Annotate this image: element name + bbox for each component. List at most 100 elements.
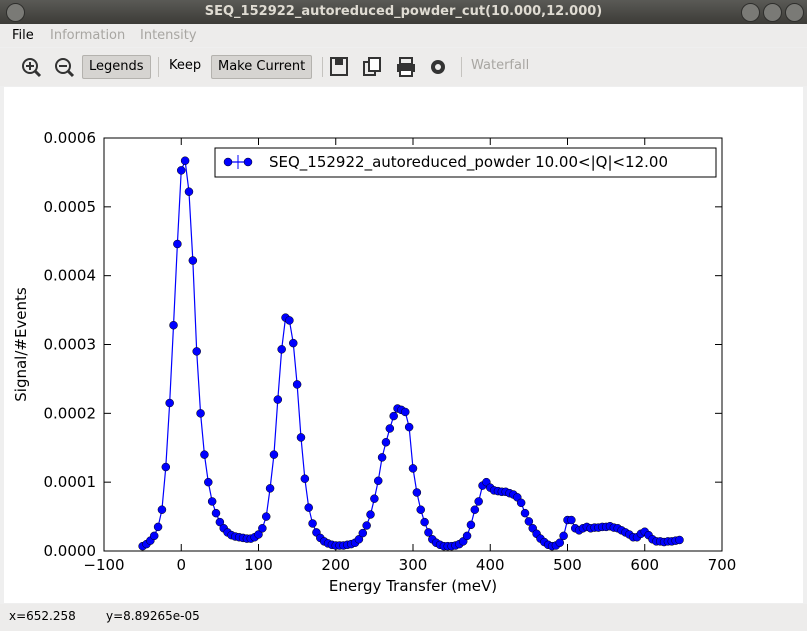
series-line — [142, 160, 680, 547]
y-tick-label: 0.0002 — [44, 404, 97, 422]
data-point — [192, 347, 201, 356]
data-point — [285, 316, 294, 325]
x-tick-label: 100 — [244, 556, 273, 574]
data-point — [258, 524, 267, 533]
close-button-right[interactable] — [785, 3, 804, 22]
data-point — [261, 512, 271, 521]
menu-item[interactable]: File — [12, 28, 34, 43]
data-point — [300, 474, 310, 483]
title-bar: SEQ_152922_autoreduced_powder_cut(10.000… — [0, 0, 807, 24]
x-tick-label: 0 — [176, 556, 186, 574]
x-tick-label: 700 — [708, 556, 737, 574]
data-point — [292, 380, 302, 389]
status-bar: x=652.258 y=8.89265e-05 — [0, 604, 807, 631]
data-point — [470, 505, 480, 514]
data-point — [377, 453, 387, 462]
close-button[interactable] — [6, 3, 25, 22]
data-point — [370, 494, 379, 503]
data-point — [161, 462, 171, 472]
data-point — [555, 538, 565, 547]
status-y: y=8.89265e-05 — [106, 609, 200, 623]
data-point — [567, 515, 576, 525]
status-x: x=652.258 — [9, 609, 76, 623]
toolbar: Legends Keep Make Current Waterfall — [0, 48, 807, 86]
data-point — [269, 450, 279, 459]
data-point — [157, 505, 167, 514]
data-point — [559, 531, 568, 541]
legend-marker — [223, 157, 233, 167]
x-tick-label: 500 — [553, 556, 582, 574]
data-point — [408, 464, 418, 473]
data-point — [188, 256, 198, 265]
y-tick-label: 0.0005 — [44, 198, 97, 216]
keep-button[interactable]: Keep — [169, 58, 202, 73]
data-point — [381, 437, 391, 447]
data-point — [373, 476, 383, 486]
data-point — [204, 477, 213, 487]
legends-button[interactable]: Legends — [82, 55, 151, 79]
data-point — [165, 398, 174, 408]
data-point — [362, 521, 371, 530]
data-point — [401, 407, 410, 417]
data-point — [196, 409, 205, 418]
data-point — [389, 411, 398, 421]
waterfall-button: Waterfall — [471, 58, 530, 73]
window-title: SEQ_152922_autoreduced_powder_cut(10.000… — [204, 4, 603, 19]
data-point — [296, 433, 306, 442]
data-point — [177, 166, 186, 175]
data-point — [304, 503, 313, 512]
data-point — [265, 484, 275, 493]
y-tick-label: 0.0003 — [44, 336, 97, 354]
data-point — [254, 530, 263, 539]
data-point — [366, 510, 375, 519]
data-point — [149, 531, 159, 541]
maximize-button[interactable] — [763, 3, 782, 22]
data-point — [200, 450, 209, 459]
data-point — [412, 488, 422, 497]
data-point — [520, 508, 530, 518]
y-tick-label: 0.0000 — [44, 542, 97, 560]
x-axis-label: Energy Transfer (meV) — [329, 577, 497, 595]
data-point — [424, 528, 433, 537]
data-point — [215, 517, 225, 527]
data-point — [675, 535, 684, 545]
data-point — [466, 520, 476, 530]
minimize-button[interactable] — [741, 3, 760, 22]
data-point — [180, 156, 190, 165]
x-tick-label: 600 — [630, 556, 659, 574]
data-point — [474, 497, 483, 506]
data-point — [385, 424, 395, 433]
y-tick-label: 0.0001 — [44, 473, 97, 491]
y-tick-label: 0.0004 — [44, 267, 97, 285]
x-tick-label: −100 — [83, 556, 124, 574]
data-point — [184, 187, 194, 196]
y-tick-label: 0.0006 — [44, 129, 97, 147]
plot-area: −100 0 100 200 300 400 500 600 700 0.0000 0.0001 0.… — [4, 87, 803, 603]
data-point — [416, 505, 425, 514]
x-tick-label: 300 — [399, 556, 428, 574]
legend-label: SEQ_152922_autoreduced_powder 10.00<|Q|<… — [269, 153, 668, 172]
make-current-button[interactable]: Make Current — [211, 55, 313, 79]
menu-item: Information — [50, 28, 126, 43]
data-point — [211, 508, 221, 518]
data-point — [516, 498, 526, 508]
data-point — [354, 535, 364, 544]
data-point — [273, 395, 283, 404]
x-tick-label: 400 — [476, 556, 505, 574]
data-point — [173, 239, 182, 249]
legend-marker — [243, 157, 253, 167]
data-point — [462, 531, 472, 541]
legend-box — [214, 147, 717, 178]
data-point — [207, 497, 217, 506]
menu-bar: File Information Intensity — [0, 24, 807, 47]
y-axis-label: Signal/#Events — [12, 287, 30, 402]
file-icons[interactable] — [328, 56, 453, 80]
data-point — [404, 422, 414, 432]
data-point — [277, 345, 286, 354]
data-point — [153, 522, 163, 532]
zoom-icons[interactable] — [20, 56, 80, 80]
data-point — [289, 338, 298, 348]
chart: −100 0 100 200 300 400 500 600 700 0.0000 0.0001 0.… — [12, 129, 737, 595]
data-point — [524, 517, 534, 526]
